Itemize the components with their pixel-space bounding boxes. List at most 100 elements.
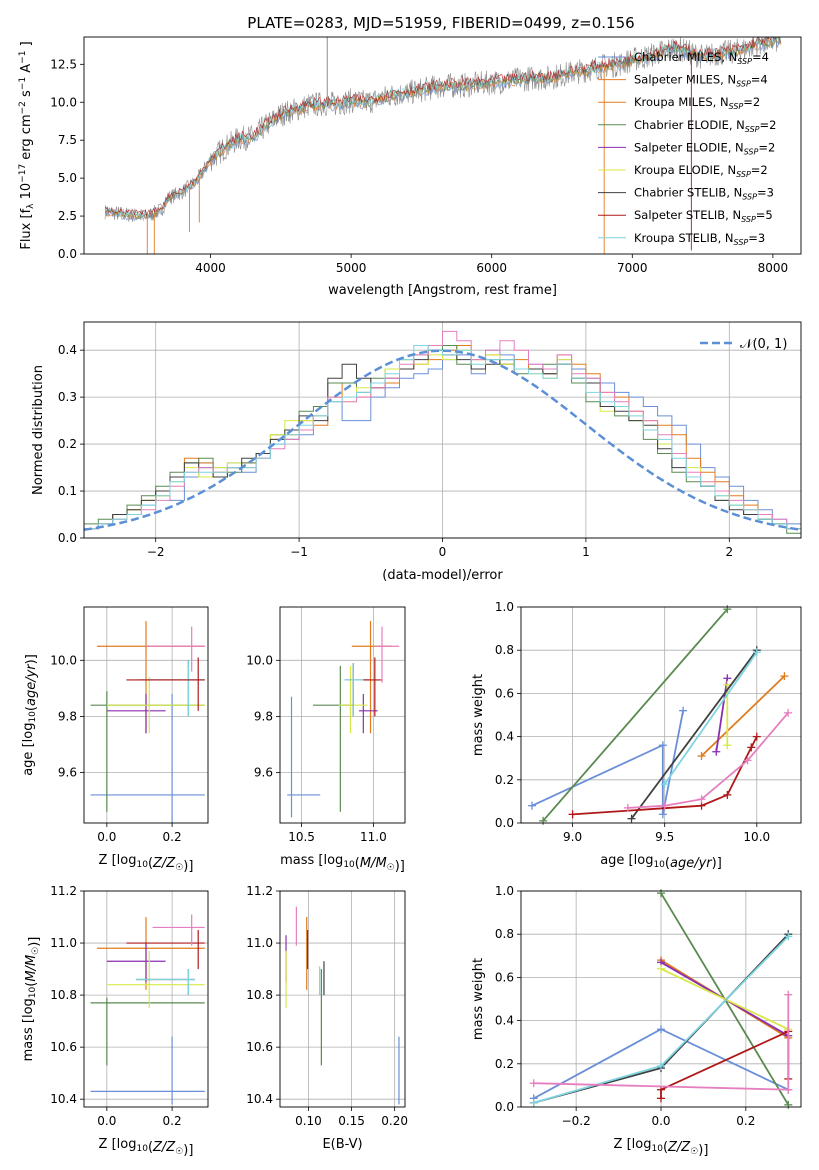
y-tick-label: 11.0 <box>50 936 77 950</box>
legend-label: Chabrier ELODIE, NSSP=2 <box>634 118 776 134</box>
x-tick-label: 7000 <box>617 261 648 275</box>
y-tick-label: 7.5 <box>58 133 77 147</box>
y-axis-label: mass weight <box>471 674 486 756</box>
label-part: −1 <box>18 51 28 64</box>
y-tick-label: 0.2 <box>495 773 514 787</box>
label-part: mass [log <box>21 998 36 1061</box>
y-tick-label: 0.4 <box>58 343 77 357</box>
legend-label: Chabrier STELIB, NSSP=3 <box>634 186 774 202</box>
x-tick-label: 10.0 <box>743 830 770 844</box>
x-tick-label: 2 <box>725 545 733 559</box>
label-part: M/M <box>360 856 387 871</box>
legend-label: Kroupa STELIB, NSSP=3 <box>634 231 765 247</box>
age-vs-Z-panel: 0.0 0.29.69.810.0Z [log10(Z/Z☉)]age [log1… <box>21 606 209 874</box>
legend-label-part: Chabrier ELODIE, N <box>634 118 745 132</box>
y-tick-label: 0.8 <box>495 927 514 941</box>
mass-vs-ebv-panel: 0.10 0.15 0.20 10.4 10.6 10.8 11.0 11.2 E(B-V) <box>246 884 408 1152</box>
y-tick-label: 0.0 <box>495 816 514 830</box>
y-tick-label: 10.8 <box>246 988 273 1002</box>
y-axis-label: Flux [fλ 10−17 erg cm−2 s−1 A−1 ] <box>18 41 36 249</box>
legend-label-part: SSP <box>729 102 744 111</box>
y-axis-label: mass [log10(M/M☉)] <box>21 937 42 1062</box>
x-tick-label: 0.0 <box>97 1114 116 1128</box>
y-tick-label: 9.6 <box>254 766 273 780</box>
axes-frame <box>83 36 802 255</box>
y-tick-label: 10.4 <box>50 1092 77 1106</box>
label-part: 10 <box>653 860 665 870</box>
x-tick-label: −1 <box>290 545 308 559</box>
weight-vs-age-panel: 9.0 9.5 10.0 0.0 0.2 0.4 0.6 0.8 1.0 age [log10(a… <box>471 600 802 871</box>
legend-label-part: SSP <box>745 125 760 134</box>
legend-label-part: SSP <box>742 193 757 202</box>
figure-title: PLATE=0283, MJD=51959, FIBERID=0499, z=0… <box>247 14 634 32</box>
legend-label-part: =3 <box>757 186 774 200</box>
histogram-series <box>84 330 801 538</box>
x-tick-label: 0.2 <box>163 1114 182 1128</box>
y-tick-label: 0.1 <box>58 484 77 498</box>
label-part: ☉ <box>387 863 395 873</box>
label-part: )] <box>183 1143 193 1158</box>
y-axis-label: age [log10(age/yr)] <box>21 654 39 776</box>
y-tick-label: 10.4 <box>246 1092 273 1106</box>
label-part: 10 <box>19 183 34 200</box>
label-part: )] <box>712 856 722 871</box>
label-part: age [log <box>600 853 653 868</box>
legend-label-part: SSP <box>736 80 751 89</box>
legend-label-part: =5 <box>756 208 773 222</box>
y-tick-label: 11.0 <box>246 936 273 950</box>
label-part: Z [log <box>99 853 137 868</box>
y-tick-label: 12.5 <box>50 57 77 71</box>
y-tick-label: 9.6 <box>58 766 77 780</box>
label-part: age/yr <box>24 663 39 706</box>
legend-label-part: Salpeter STELIB, N <box>634 208 741 222</box>
legend-label: Salpeter MILES, NSSP=4 <box>634 73 768 89</box>
label-part: ( <box>24 706 39 711</box>
y-tick-label: 2.5 <box>58 209 77 223</box>
label-part: 10 <box>136 1144 148 1154</box>
x-tick-label: 0.2 <box>736 1114 755 1128</box>
axes-frame <box>279 890 406 1108</box>
y-tick-label: 10.8 <box>50 988 77 1002</box>
x-tick-label: 9.5 <box>655 830 674 844</box>
label-part: ( <box>665 856 670 871</box>
y-tick-label: 0.0 <box>495 1100 514 1114</box>
y-tick-label: 0.2 <box>495 1057 514 1071</box>
legend-label: Kroupa MILES, NSSP=2 <box>634 95 760 111</box>
label-part: Z [log <box>99 1137 137 1152</box>
y-tick-label: 0.8 <box>495 643 514 657</box>
x-axis-label: E(B-V) <box>322 1137 362 1152</box>
legend-label-part: =2 <box>760 118 777 132</box>
label-part: 10 <box>28 986 38 998</box>
y-tick-label: 10.6 <box>246 1040 273 1054</box>
weight-line <box>663 651 758 785</box>
legend-label-part: =2 <box>758 140 775 154</box>
x-tick-label: 0 <box>439 545 447 559</box>
x-tick-label: 0.20 <box>381 1114 408 1128</box>
residuals-panel: −2 −1 0 1 2 0.0 0.1 0.2 0.3 0.4 (data-model)/error… <box>31 321 802 583</box>
label-part: age/yr <box>670 856 713 871</box>
label-part: ] <box>19 41 34 46</box>
label-part: λ <box>26 203 36 209</box>
y-tick-label: 10.0 <box>246 653 273 667</box>
legend-label-part: Kroupa STELIB, N <box>634 231 734 245</box>
errorbar-layer <box>287 621 400 818</box>
y-tick-label: 10.0 <box>50 95 77 109</box>
lines-layer <box>529 889 793 1109</box>
label-part: age [log <box>21 723 36 776</box>
legend-label-part: SSP <box>741 215 756 224</box>
y-axis-label: Normed distribution <box>31 365 46 495</box>
axes-frame <box>520 606 802 824</box>
label-part: erg cm <box>19 114 34 159</box>
label-part: 10 <box>136 860 148 870</box>
label-part: −1 <box>18 77 28 90</box>
legend-label-part: =3 <box>748 231 765 245</box>
label-part: 10 <box>343 860 355 870</box>
label-part: ( <box>355 856 360 871</box>
legend-label-part: SSP <box>734 238 749 247</box>
legend-label-part: Kroupa MILES, N <box>634 95 729 109</box>
weight-line <box>630 649 758 820</box>
label-part: ( <box>148 1140 153 1155</box>
legend-label-part: =4 <box>752 50 769 64</box>
legend-label-part: =4 <box>751 73 768 87</box>
